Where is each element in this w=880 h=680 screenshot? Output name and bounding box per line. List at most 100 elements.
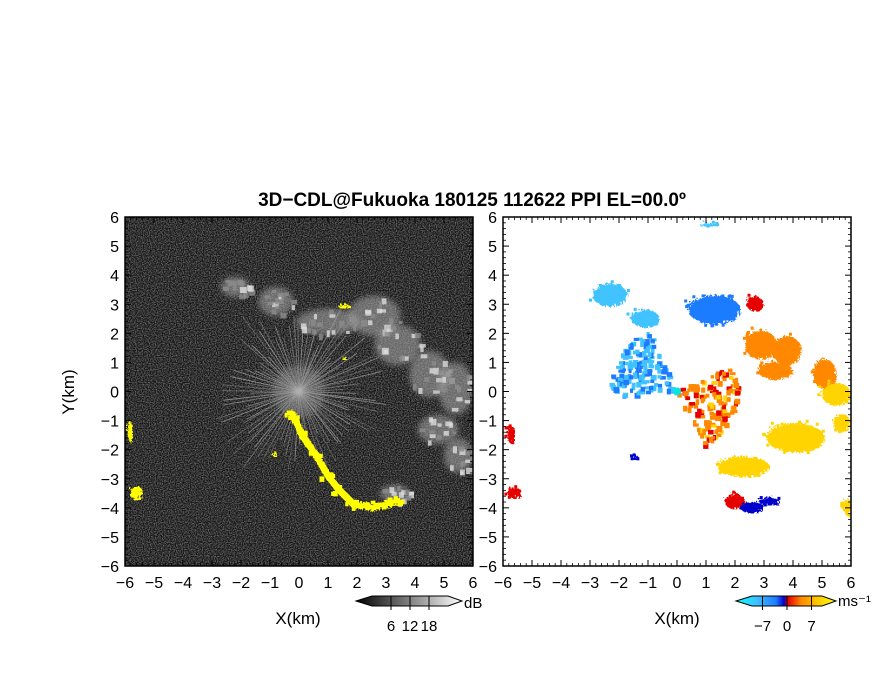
velocity-speck <box>755 473 759 477</box>
echo-speck <box>367 320 373 326</box>
echo-speck <box>408 491 415 495</box>
echo-speck <box>353 325 357 332</box>
velocity-pixel <box>646 358 652 364</box>
x-tick-label: −2 <box>610 575 628 592</box>
velocity-speck <box>504 492 508 496</box>
velocity-speck <box>818 443 822 447</box>
velocity-speck <box>636 457 640 461</box>
echo-speck <box>419 343 426 348</box>
yellow-speck <box>387 497 393 502</box>
velocity-speck <box>745 349 749 353</box>
echo-speck <box>424 377 430 383</box>
echo-speck <box>399 355 405 361</box>
velocity-pixel <box>728 388 733 394</box>
velocity-speck <box>721 463 725 467</box>
echo-speck <box>438 370 444 376</box>
echo-cluster <box>374 324 421 366</box>
velocity-pixel <box>714 429 718 435</box>
velocity-pixel <box>645 380 650 384</box>
velocity-speck <box>588 298 592 302</box>
y-axis-label: Y(km) <box>59 369 78 414</box>
velocity-speck <box>627 288 631 292</box>
velocity-speck <box>838 430 842 434</box>
velocity-speck <box>786 365 790 369</box>
velocity-pixel <box>642 370 648 375</box>
echo-speck <box>277 292 285 298</box>
echo-speck <box>316 322 323 327</box>
velocity-pixel <box>703 443 709 449</box>
velocity-pixel <box>662 365 668 371</box>
y-tick-label: 3 <box>488 297 497 314</box>
velocity-speck <box>776 445 780 449</box>
echo-speck <box>412 383 417 391</box>
velocity-pixel <box>640 386 646 392</box>
velocity-cluster <box>755 359 791 377</box>
velocity-pixel <box>692 420 697 424</box>
velocity-speck <box>740 505 744 509</box>
echo-speck <box>441 388 447 393</box>
velocity-speck <box>746 336 750 340</box>
colorbar-tick-label: 7 <box>807 618 815 635</box>
echo-speck <box>398 320 403 324</box>
echo-speck <box>456 397 463 402</box>
velocity-pixel <box>633 337 639 341</box>
velocity-speck <box>788 332 792 336</box>
echo-speck <box>264 295 271 299</box>
velocity-pixel <box>703 441 708 446</box>
x-axis-label-right: X(km) <box>654 609 699 628</box>
velocity-speck <box>699 318 703 322</box>
colorbar-tick-label: 18 <box>421 618 438 635</box>
velocity-pixel <box>704 435 710 439</box>
velocity-speck <box>770 421 774 425</box>
velocity-pixel <box>693 389 700 395</box>
echo-speck <box>291 305 295 311</box>
velocity-colorbar-unit: ms⁻¹ <box>838 593 871 610</box>
velocity-pixel <box>664 381 670 386</box>
echo-speck <box>247 285 254 292</box>
velocity-pixel <box>736 386 742 392</box>
velocity-speck <box>768 354 772 358</box>
velocity-speck <box>626 312 630 316</box>
velocity-pixel <box>655 363 660 370</box>
velocity-pixel <box>708 429 714 435</box>
velocity-pixel <box>730 384 734 388</box>
echo-speck <box>460 460 466 466</box>
echo-speck <box>398 492 405 498</box>
y-tick-label: 5 <box>488 239 497 256</box>
velocity-cluster <box>742 327 775 357</box>
velocity-speck <box>805 419 809 423</box>
velocity-speck <box>742 336 746 340</box>
echo-speck <box>381 298 387 305</box>
x-tick-label: 1 <box>324 575 333 592</box>
velocity-pixel <box>726 412 731 418</box>
echo-speck <box>225 279 230 284</box>
y-tick-label: 2 <box>110 326 119 343</box>
velocity-pixel <box>657 383 663 388</box>
velocity-pixel <box>628 376 634 380</box>
y-tick-label: 6 <box>110 210 119 227</box>
velocity-pixel <box>705 427 710 432</box>
velocity-pixel <box>657 361 662 367</box>
yellow-speck <box>382 504 387 510</box>
velocity-pixel <box>657 387 663 393</box>
velocity-pixel <box>645 339 650 346</box>
echo-speck <box>360 320 368 327</box>
echo-speck <box>381 347 389 355</box>
velocity-speck <box>834 428 838 432</box>
echo-speck <box>230 280 237 286</box>
velocity-cluster <box>769 333 799 363</box>
velocity-speck <box>727 295 731 299</box>
echo-core <box>272 365 326 418</box>
velocity-speck <box>794 345 798 349</box>
velocity-pixel <box>721 371 727 376</box>
velocity-pixel <box>705 424 712 430</box>
velocity-speck <box>763 503 767 507</box>
y-tick-label: 4 <box>110 268 119 285</box>
velocity-pixel <box>711 380 718 385</box>
velocity-pixel <box>650 348 655 354</box>
velocity-pixel <box>705 393 710 398</box>
velocity-pixel <box>641 359 647 365</box>
velocity-pixel <box>618 369 624 373</box>
velocity-speck <box>715 221 719 225</box>
velocity-pixel <box>645 390 652 395</box>
